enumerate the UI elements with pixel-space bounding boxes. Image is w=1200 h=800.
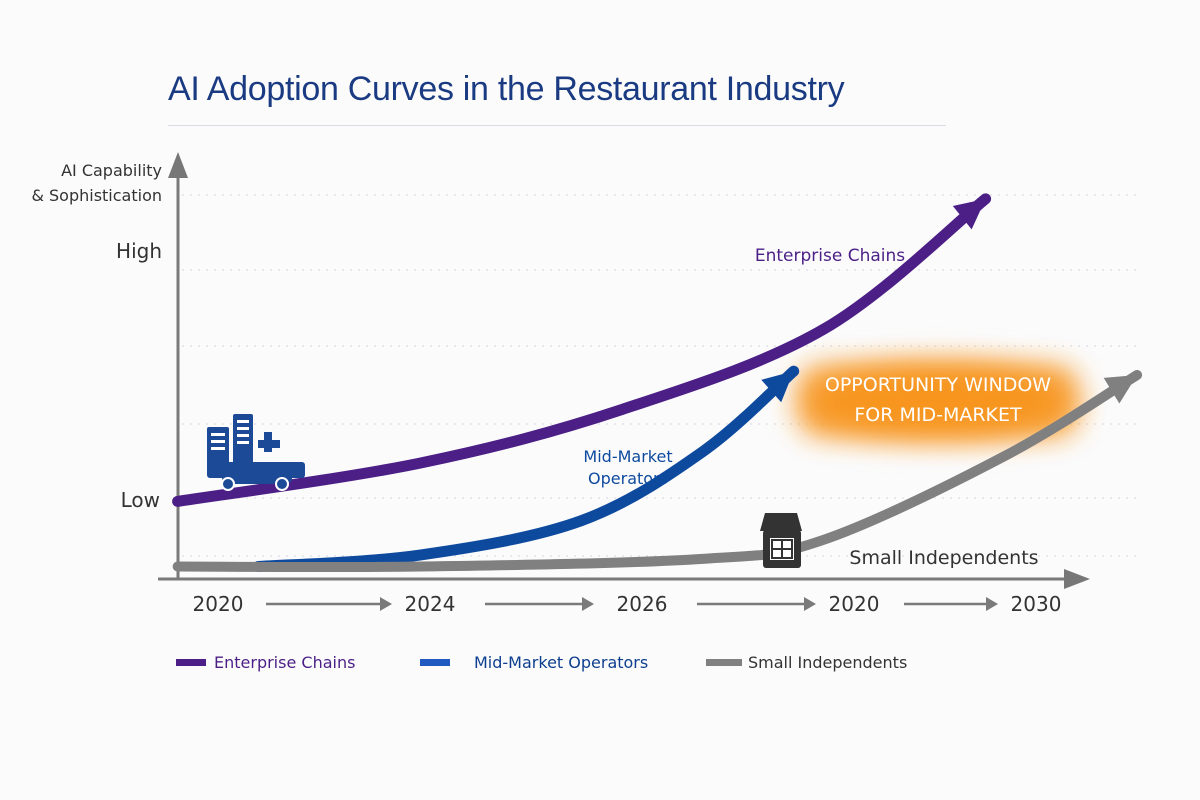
series-line-0 [172, 193, 992, 507]
y-tick-low: Low [121, 488, 160, 512]
x-axis-arrow-icon [1064, 569, 1090, 589]
enterprise-curve-label: Enterprise Chains [755, 246, 905, 266]
opportunity-line2: FOR MID-MARKET [854, 404, 1022, 426]
series-arrowhead-icon [761, 371, 794, 403]
x-tick-label: 2026 [617, 592, 668, 616]
enterprise-buildings-truck-icon [207, 414, 305, 491]
timeline-arrow-icon [582, 597, 594, 611]
legend: Enterprise Chains Mid-Market Operators Sma… [176, 653, 907, 672]
y-tick-high: High [116, 239, 162, 263]
series-line-1 [252, 365, 800, 573]
x-tick-label: 2030 [1011, 592, 1062, 616]
legend-label: Small Independents [748, 653, 907, 672]
x-tick-label: 2020 [829, 592, 880, 616]
series-arrowhead-icon [952, 198, 986, 230]
y-axis-label-line2: & Sophistication [31, 186, 162, 205]
opportunity-line1: OPPORTUNITY WINDOW [825, 374, 1051, 396]
timeline-arrow-icon [804, 597, 816, 611]
x-tick-label: 2024 [405, 592, 456, 616]
midmarket-curve-label-line1: Mid-Market [583, 447, 672, 466]
storefront-icon [760, 513, 802, 568]
timeline-arrow-icon [986, 597, 998, 611]
opportunity-window-annotation: OPPORTUNITY WINDOW FOR MID-MARKET [790, 358, 1086, 444]
midmarket-curve-label-line2: Operators [588, 469, 668, 488]
page-title: AI Adoption Curves in the Restaurant Ind… [168, 70, 845, 108]
series-arrowhead-icon [1103, 375, 1138, 404]
legend-swatch [176, 659, 206, 666]
series-line-2 [172, 370, 1143, 573]
y-axis-label-line1: AI Capability [61, 161, 162, 180]
legend-swatch [706, 659, 742, 666]
legend-swatch [420, 659, 450, 666]
legend-label: Mid-Market Operators [474, 653, 648, 672]
legend-label: Enterprise Chains [214, 653, 355, 672]
y-axis-arrow-icon [168, 152, 188, 178]
timeline-arrow-icon [380, 597, 392, 611]
title-divider [168, 125, 946, 126]
x-tick-label: 2020 [193, 592, 244, 616]
small-curve-label: Small Independents [849, 547, 1038, 569]
